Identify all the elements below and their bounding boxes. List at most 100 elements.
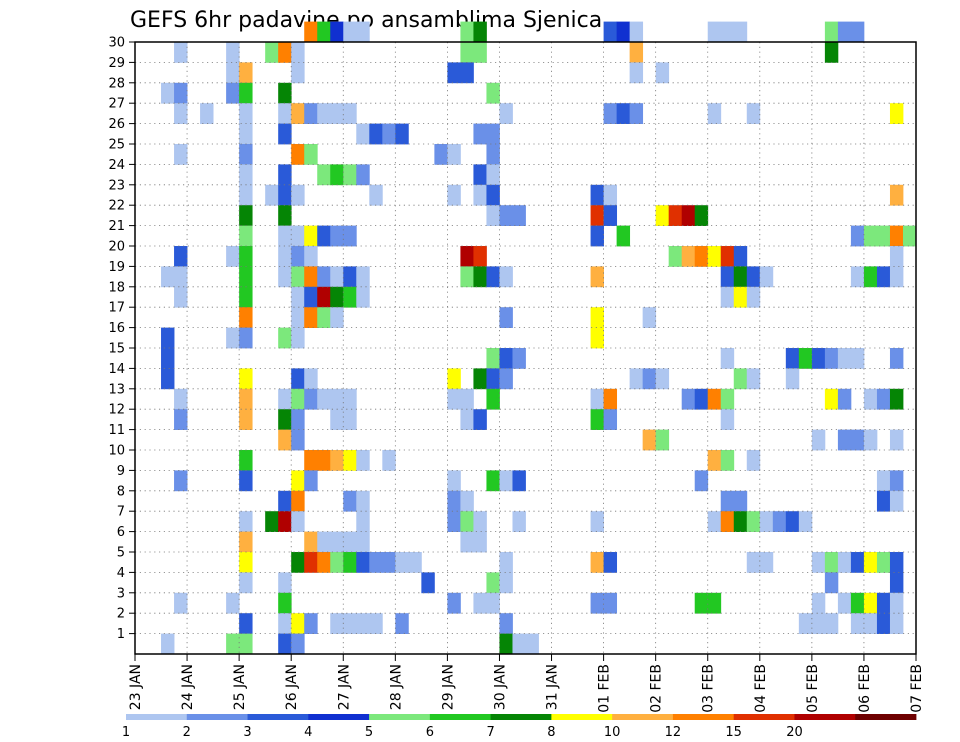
cell-member-20-step-14: [317, 225, 331, 247]
cell-member-1-step-28: [499, 613, 513, 634]
cell-member-15-step-7: [226, 327, 240, 349]
cell-member-3-step-11: [278, 572, 292, 594]
cell-member-20-step-35: [590, 225, 604, 247]
cell-member-12-step-3: [174, 388, 188, 410]
cell-member-20-step-55: [850, 225, 865, 247]
cell-member-19-step-58: [889, 246, 904, 267]
cell-member-13-step-27: [486, 368, 500, 390]
legend-label: 4: [304, 725, 312, 740]
cell-member-4-step-52: [811, 552, 826, 573]
cell-member-21-step-29: [512, 205, 526, 226]
cell-member-6-step-50: [785, 511, 800, 532]
cell-member-20-step-37: [616, 225, 631, 247]
cell-member-10-step-52: [811, 429, 826, 451]
cell-member-4-step-16: [343, 552, 357, 573]
cell-member-24-step-27: [486, 144, 500, 165]
cell-member-21-step-42: [681, 205, 696, 226]
cell-member-30-step-26: [473, 21, 487, 43]
cell-member-2-step-24: [447, 592, 461, 614]
cell-member-25-step-20: [395, 123, 409, 145]
cell-member-4-step-19: [382, 552, 396, 573]
cell-member-23-step-26: [473, 164, 487, 186]
cell-member-23-step-11: [278, 164, 292, 186]
cell-member-4-step-14: [317, 552, 331, 573]
cell-member-27-step-27: [486, 82, 500, 104]
cell-member-17-step-15: [330, 286, 344, 308]
legend-swatch: [247, 714, 309, 720]
cell-member-11-step-16: [343, 409, 357, 430]
legend-swatch: [794, 714, 856, 720]
cell-member-12-step-13: [304, 388, 318, 410]
cell-member-21-step-43: [694, 205, 709, 226]
y-tick-label: 20: [108, 240, 125, 255]
cell-member-24-step-8: [239, 144, 253, 165]
x-tick-label: 04 FEB: [753, 664, 769, 713]
cell-member-26-step-38: [629, 103, 644, 124]
cell-member-26-step-12: [291, 103, 305, 124]
cell-member-26-step-13: [304, 103, 318, 124]
cell-member-19-step-46: [733, 246, 748, 267]
cell-member-10-step-39: [642, 429, 657, 451]
cell-member-27-step-7: [226, 82, 240, 104]
cell-member-17-step-12: [291, 286, 305, 308]
legend-swatch: [855, 714, 917, 720]
cell-member-6-step-46: [733, 511, 748, 532]
cell-member-2-step-44: [707, 592, 722, 614]
x-tick-label: 01 FEB: [597, 664, 613, 713]
cell-member-18-step-13: [304, 266, 318, 288]
cell-member-14-step-53: [824, 348, 839, 369]
cell-member-1-step-16: [343, 613, 357, 634]
cell-member-7-step-25: [460, 490, 474, 512]
cell-member-4-step-57: [876, 552, 891, 573]
cell-member-16-step-13: [304, 307, 318, 328]
cell-member-11-step-12: [291, 409, 305, 430]
y-tick-label: 7: [117, 505, 125, 520]
legend-label: 7: [486, 725, 494, 740]
cell-member-1-step-18: [369, 613, 383, 634]
cell-member-4-step-58: [889, 552, 904, 573]
cell-member-16-step-28: [499, 307, 513, 328]
cell-member-28-step-40: [655, 62, 670, 84]
cell-member-12-step-53: [824, 388, 839, 410]
legend-swatch: [612, 714, 674, 720]
legend-label: 20: [786, 725, 803, 740]
cell-member-2-step-54: [837, 592, 852, 614]
legend-label: 8: [547, 725, 555, 740]
cell-member-2-step-36: [603, 592, 618, 614]
cell-member-11-step-11: [278, 409, 292, 430]
y-tick-label: 9: [117, 464, 125, 479]
cell-member-6-step-29: [512, 511, 526, 532]
cell-member-27-step-2: [161, 82, 175, 104]
cell-member-17-step-45: [720, 286, 735, 308]
cell-member-22-step-12: [291, 184, 305, 206]
cell-member-18-step-57: [876, 266, 891, 288]
cell-member-20-step-13: [304, 225, 318, 247]
cell-member-5-step-25: [460, 531, 474, 553]
cell-member-28-step-25: [460, 62, 474, 84]
cell-member-26-step-28: [499, 103, 513, 124]
cell-member-18-step-58: [889, 266, 904, 288]
cell-member-21-step-11: [278, 205, 292, 226]
cell-member-15-step-2: [161, 327, 175, 349]
cell-member-18-step-16: [343, 266, 357, 288]
cell-member-28-step-8: [239, 62, 253, 84]
cell-member-10-step-54: [837, 429, 852, 451]
legend-swatch: [672, 714, 735, 720]
cell-member-12-step-8: [239, 388, 253, 410]
cell-member-16-step-8: [239, 307, 253, 328]
cell-member-9-step-19: [382, 450, 396, 471]
cell-member-17-step-8: [239, 286, 253, 308]
cell-member-11-step-8: [239, 409, 253, 430]
cell-member-29-step-26: [473, 42, 487, 63]
cell-member-30-step-46: [733, 21, 748, 43]
cell-member-6-step-24: [447, 511, 461, 532]
legend-swatch: [733, 714, 795, 720]
cell-member-0-step-2: [161, 633, 175, 655]
y-tick-label: 11: [108, 423, 125, 438]
cell-member-19-step-42: [681, 246, 696, 267]
cell-member-21-step-40: [655, 205, 670, 226]
cell-member-23-step-16: [343, 164, 357, 186]
cell-member-3-step-22: [421, 572, 435, 594]
cell-member-14-step-29: [512, 348, 526, 369]
cell-member-30-step-36: [603, 21, 618, 43]
